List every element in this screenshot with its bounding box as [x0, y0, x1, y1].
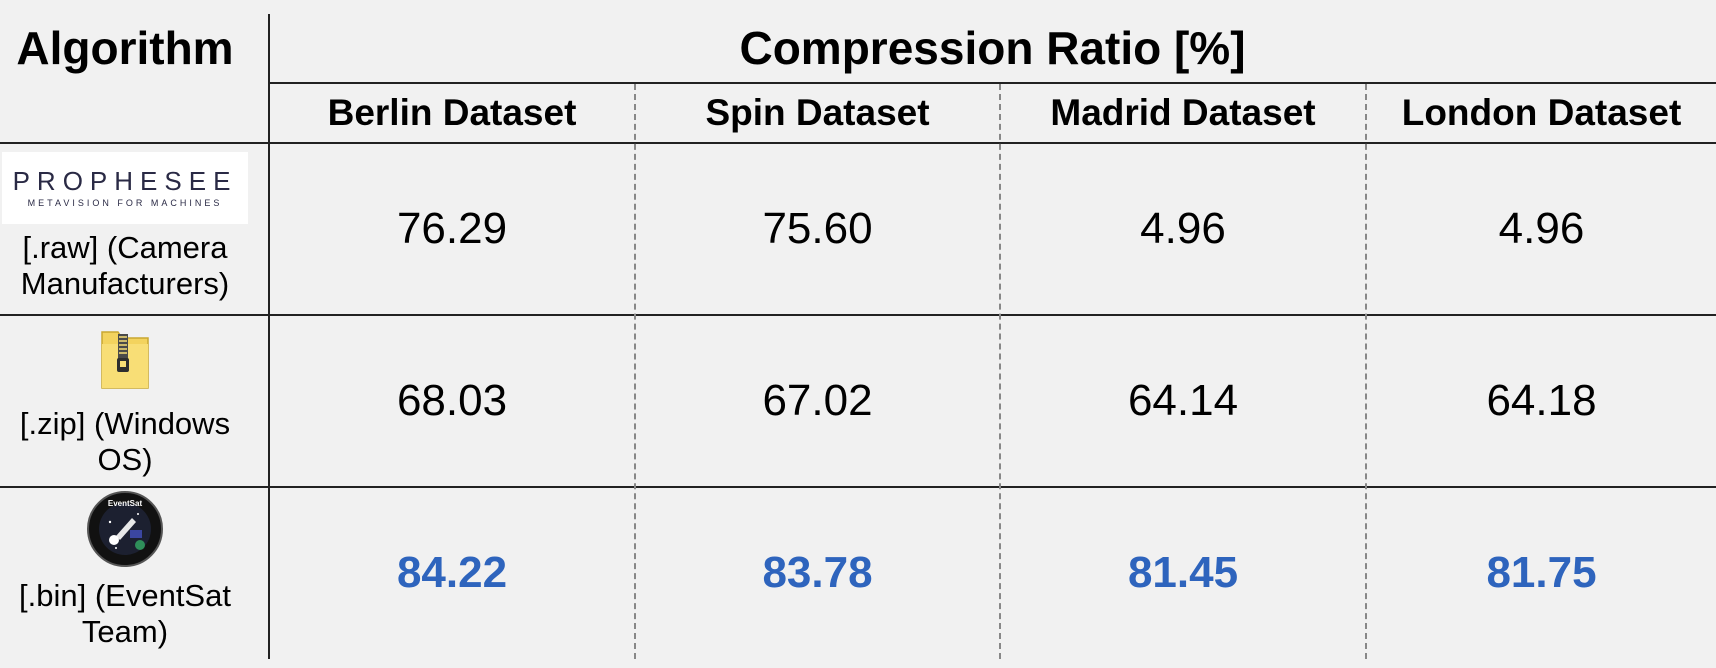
compression-ratio-header: Compression Ratio [%]: [739, 22, 1246, 74]
value-zip-berlin: 68.03: [396, 376, 508, 425]
value-bin-madrid: 81.45: [1127, 548, 1239, 597]
eventsat-mission-patch: EventSat: [87, 491, 163, 567]
header-spin: Spin Dataset: [705, 92, 930, 133]
value-raw-madrid: 4.96: [1140, 204, 1226, 253]
value-bin-london: 81.75: [1486, 548, 1597, 597]
value-raw-spin: 75.60: [762, 204, 873, 253]
algorithm-cell-zip: [.zip] (Windows OS): [0, 326, 250, 486]
algorithm-label-zip-2: OS): [97, 442, 153, 477]
header-berlin: Berlin Dataset: [327, 92, 577, 133]
value-zip-spin: 67.02: [762, 376, 873, 425]
algorithm-label-bin-2: Team): [81, 614, 169, 649]
zip-folder-icon: [101, 331, 149, 389]
header-london: London Dataset: [1401, 92, 1682, 133]
prophesee-logo-subtext: METAVISION FOR MACHINES: [27, 198, 223, 208]
algorithm-label-zip-1: [.zip] (Windows: [19, 406, 231, 441]
value-raw-berlin: 76.29: [396, 204, 508, 253]
algorithm-cell-raw: PROPHESEE METAVISION FOR MACHINES [.raw]…: [0, 152, 250, 312]
value-zip-madrid: 64.14: [1127, 376, 1239, 425]
row-divider-header: [0, 142, 1716, 144]
header-divider: [269, 82, 1716, 84]
eventsat-patch-text: EventSat: [108, 499, 143, 508]
dataset-divider-3: [1365, 84, 1367, 659]
dataset-divider-2: [999, 84, 1001, 659]
algorithm-label-bin-1: [.bin] (EventSat: [19, 578, 231, 613]
prophesee-logo: PROPHESEE METAVISION FOR MACHINES: [2, 152, 248, 224]
row-divider-2: [0, 486, 1716, 488]
value-raw-london: 4.96: [1498, 204, 1585, 253]
dataset-divider-1: [634, 84, 636, 659]
value-bin-berlin: 84.22: [396, 548, 508, 597]
value-bin-spin: 83.78: [762, 548, 873, 597]
header-madrid: Madrid Dataset: [1050, 92, 1316, 133]
algorithm-cell-bin: EventSat [.bin] (EventSat Team): [0, 490, 250, 660]
algorithm-label-raw-2: Manufacturers): [20, 266, 230, 301]
algorithm-label-raw-1: [.raw] (Camera: [22, 230, 228, 265]
algorithm-header: Algorithm: [16, 22, 234, 74]
algorithm-column-divider: [268, 14, 270, 659]
row-divider-1: [0, 314, 1716, 316]
prophesee-logo-text: PROPHESEE: [12, 166, 238, 196]
value-zip-london: 64.18: [1486, 376, 1597, 425]
